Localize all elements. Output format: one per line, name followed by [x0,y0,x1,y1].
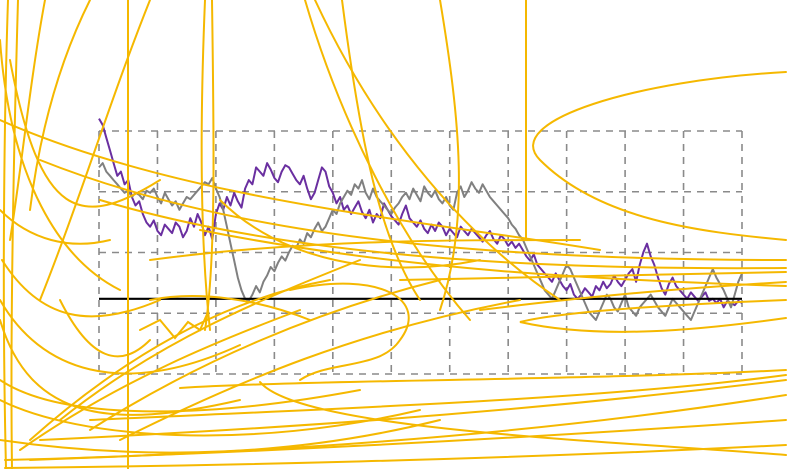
overlay-stroke [204,0,215,331]
grid [98,130,743,375]
overlay-stroke [200,0,211,331]
overlay-stroke [289,282,410,381]
overlay-stroke [39,379,787,441]
overlay-stroke [439,0,460,311]
overlay-stroke [4,419,787,461]
overlay-stroke [19,309,301,451]
overlay-stroke [399,271,787,281]
overlay-stroke [0,379,361,413]
overlay-stroke [119,299,521,441]
overlay-stroke [4,444,787,469]
overlay-stroke [341,0,421,301]
overlay-stroke [0,419,441,454]
overlay-stroke [39,159,787,261]
overlay-stroke [149,239,581,261]
overlay-stroke [1,259,161,318]
overlay-stroke [149,295,311,321]
overlay-stroke [519,299,787,333]
overlay-stroke [59,259,361,421]
overlay-stroke [59,299,151,358]
overlay-stroke [479,281,787,311]
overlay-stroke [259,381,787,456]
series-group [98,118,743,321]
overlay-stroke [29,0,91,211]
series-line-1 [98,162,743,321]
overlay-stroke [2,0,9,469]
overlay-stroke [0,39,121,291]
overlay-stroke [9,59,161,208]
overlay-stroke [39,0,151,301]
overlay-stroke [89,374,787,421]
overlay-stroke [139,311,209,340]
overlay-stroke [0,299,241,375]
overlay-stroke [532,71,787,241]
overlay-stroke [0,119,601,251]
overlay-stroke [0,399,421,437]
overlay-stroke [99,199,787,270]
series-line-0 [98,118,743,309]
overlay-stroke [199,229,787,287]
overlay-stroke [0,209,111,245]
overlay-stroke [10,0,19,469]
overlay-stroke [219,199,481,269]
overlay-stroke [304,0,471,321]
